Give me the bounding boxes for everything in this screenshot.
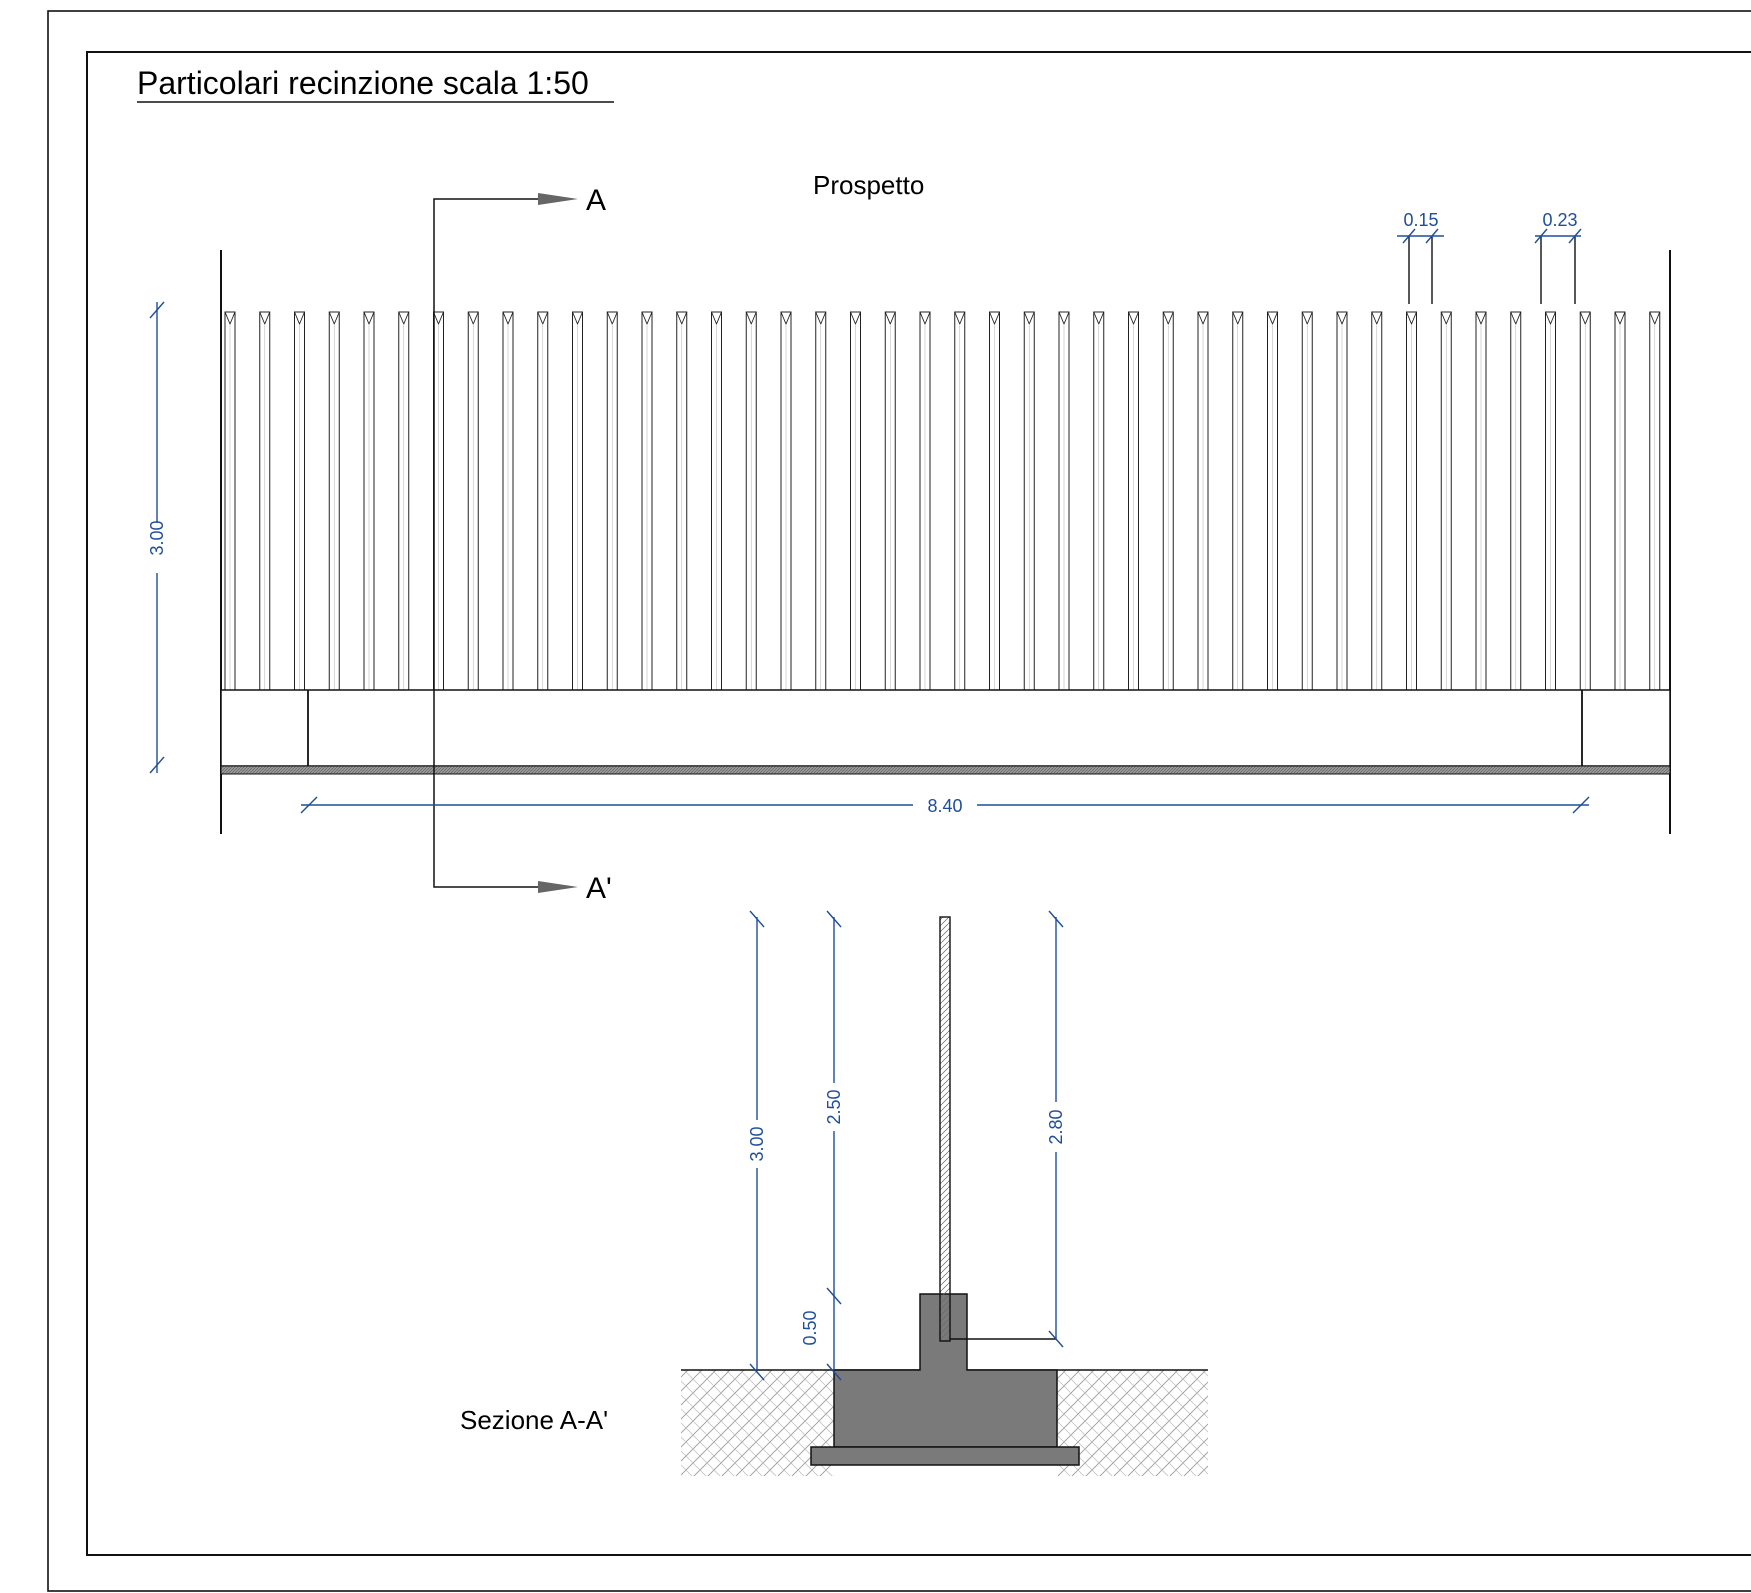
section-mark-top: A	[586, 184, 606, 217]
dim-section-above-wall: 2.50	[824, 910, 844, 1305]
dim-section-panel: 2.80	[1046, 910, 1066, 1348]
dim-elevation-height: 3.00	[147, 301, 167, 774]
dim-slat-pitch: 0.23	[1534, 210, 1582, 304]
fence-panel	[939, 916, 951, 1342]
dim-section-wall: 0.50	[800, 1294, 842, 1381]
dim-slat-width-value: 0.15	[1403, 210, 1438, 230]
dim-slat-width: 0.15	[1397, 210, 1444, 304]
fence-slats	[224, 311, 1661, 691]
dim-section-panel-value: 2.80	[1046, 1109, 1066, 1144]
lean-concrete-base	[810, 1446, 1080, 1466]
section-cut-line: A A'	[433, 184, 612, 905]
dim-section-wall-value: 0.50	[800, 1310, 820, 1345]
elevation-view	[220, 250, 1671, 834]
soil-right	[1057, 1370, 1208, 1476]
elevation-label: Prospetto	[813, 170, 924, 200]
dim-section-total: 3.00	[747, 910, 767, 1381]
dim-elevation-length-value: 8.40	[927, 796, 962, 816]
dim-elevation-height-value: 3.00	[147, 520, 167, 555]
soil-left	[681, 1370, 834, 1476]
dim-section-above-wall-value: 2.50	[824, 1089, 844, 1124]
section-view	[681, 916, 1208, 1476]
section-arrow-top	[538, 193, 578, 205]
ground-strip	[220, 765, 1671, 775]
outer-frame	[47, 10, 1751, 1592]
inner-frame	[86, 51, 1751, 1556]
dim-slat-pitch-value: 0.23	[1542, 210, 1577, 230]
section-arrow-bottom	[538, 881, 578, 893]
dim-elevation-length: 8.40	[300, 796, 1590, 816]
section-label: Sezione A-A'	[460, 1405, 608, 1435]
dim-section-total-value: 3.00	[747, 1126, 767, 1161]
base-wall	[220, 689, 1671, 767]
section-mark-bottom: A'	[586, 872, 612, 905]
drawing-title: Particolari recinzione scala 1:50	[137, 65, 589, 101]
